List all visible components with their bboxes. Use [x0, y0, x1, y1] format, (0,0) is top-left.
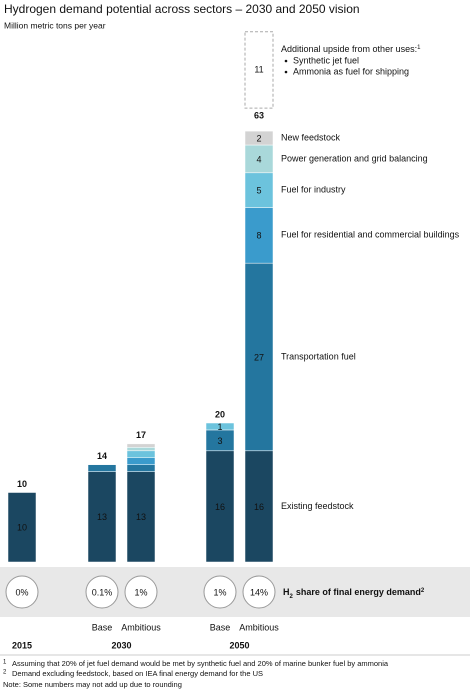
upside-item: Ammonia as fuel for shipping — [293, 66, 409, 76]
upside-value: 11 — [254, 64, 263, 74]
upside-text: Additional upside from other uses: — [281, 44, 417, 54]
bar-segment — [244, 130, 274, 146]
footnote-ref: 1 — [417, 45, 421, 51]
subtitle: Million metric tons per year — [4, 20, 106, 30]
bar-segment — [244, 207, 274, 264]
bar-segment — [126, 457, 156, 465]
value-label: 16 — [215, 502, 225, 512]
value-label: 13 — [97, 512, 107, 522]
bar-segment — [87, 464, 117, 472]
x-tick-label: Base — [92, 622, 113, 632]
footnote-mark: 2 — [3, 670, 7, 676]
bar-segment — [244, 172, 274, 208]
bar-segment — [87, 471, 117, 563]
value-label: 27 — [254, 352, 264, 362]
total-label: 10 — [17, 479, 27, 489]
total-label: 17 — [136, 430, 146, 440]
group-label: 2015 — [12, 640, 32, 650]
bar-segment — [244, 144, 274, 174]
bullet — [284, 70, 288, 74]
bar-segment — [244, 262, 274, 452]
legend-label: New feedstock — [281, 132, 341, 142]
value-label: 1 — [217, 422, 222, 432]
legend-label: Power generation and grid balancing — [281, 153, 428, 163]
footnote: Demand excluding feedstock, based on IEA… — [12, 669, 263, 678]
bar-segment — [126, 443, 156, 448]
share-text: share of final energy demand — [296, 587, 421, 597]
value-label: 10 — [17, 523, 27, 533]
value-label: 16 — [254, 502, 264, 512]
footnote: Assuming that 20% of jet fuel demand wou… — [12, 659, 389, 668]
share-value: 1% — [134, 587, 147, 597]
share-value: 1% — [213, 587, 226, 597]
share-value: 0.1% — [92, 587, 113, 597]
share-value: 14% — [250, 587, 268, 597]
bullet — [284, 59, 288, 63]
legend-label: Fuel for industry — [281, 185, 346, 195]
footnote-mark: 1 — [3, 660, 7, 666]
bar-segment — [205, 422, 235, 431]
legend-label: Existing feedstock — [281, 501, 354, 511]
share-circle — [242, 575, 276, 609]
bar-segment — [126, 447, 156, 452]
value-label: 5 — [256, 186, 261, 196]
value-label: 2 — [256, 133, 261, 143]
bar-segment — [126, 450, 156, 458]
x-tick-label: Base — [210, 622, 231, 632]
value-label: 3 — [217, 436, 222, 446]
bar-segment — [126, 464, 156, 472]
upside-item: Synthetic jet fuel — [293, 55, 359, 65]
x-tick-label: Ambitious — [239, 622, 279, 632]
note: Note: Some numbers may not add up due to… — [3, 680, 182, 689]
footnote-ref: 2 — [421, 588, 425, 594]
chart-title: Hydrogen demand potential across sectors… — [4, 2, 360, 16]
share-circle — [5, 575, 39, 609]
upside-box — [244, 31, 274, 109]
bar-segment — [7, 492, 37, 563]
total-label: 63 — [254, 111, 264, 121]
share-circle — [203, 575, 237, 609]
group-label: 2030 — [111, 640, 131, 650]
share-circle — [124, 575, 158, 609]
value-label: 4 — [256, 154, 261, 164]
legend-label: Fuel for residential and commercial buil… — [281, 230, 460, 240]
total-label: 20 — [215, 409, 225, 419]
share-value: 0% — [15, 587, 28, 597]
upside-label: Additional upside from other uses:1 — [281, 44, 421, 54]
share-circle — [85, 575, 119, 609]
share-prefix: H — [283, 587, 290, 597]
x-tick-label: Ambitious — [121, 622, 161, 632]
share-sub: 2 — [290, 594, 294, 600]
total-label: 14 — [97, 451, 107, 461]
value-label: 13 — [136, 512, 146, 522]
group-label: 2050 — [229, 640, 249, 650]
share-label: H2 share of final energy demand2 — [283, 587, 425, 599]
bar-segment — [126, 471, 156, 563]
value-label: 8 — [256, 231, 261, 241]
bar-segment — [244, 450, 274, 563]
legend-label: Transportation fuel — [281, 351, 356, 361]
